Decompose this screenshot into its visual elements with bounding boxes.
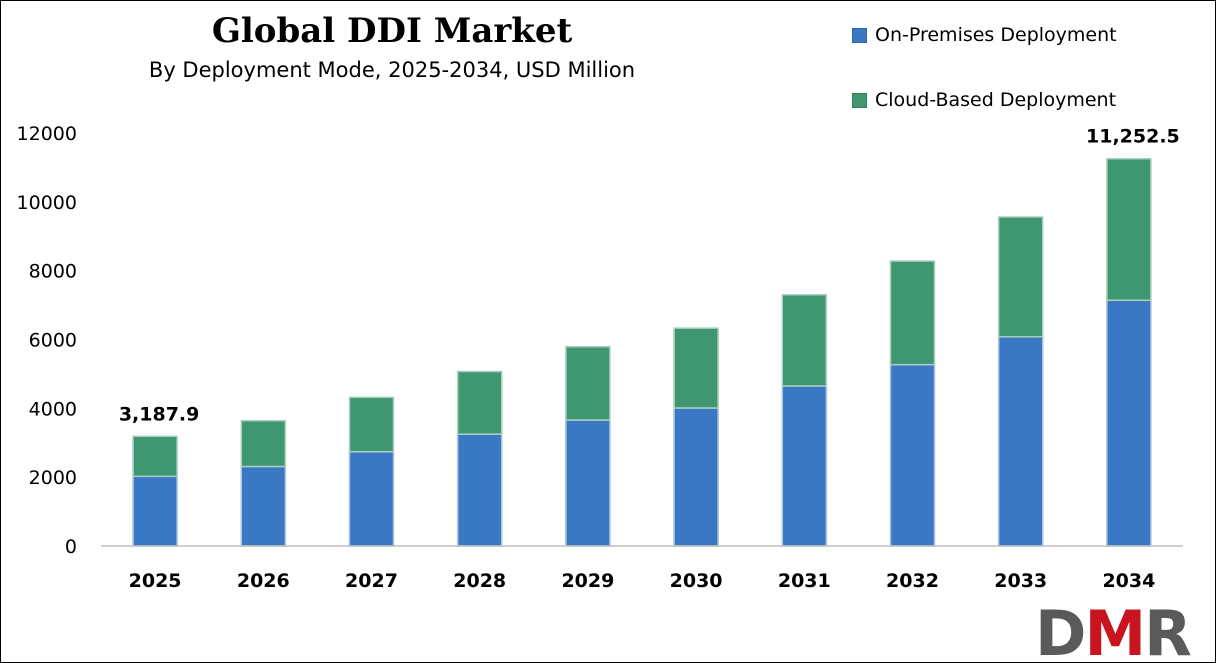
bar-segment-cloud-based <box>889 260 936 366</box>
bar-segment-cloud-based <box>348 396 395 453</box>
dmr-logo-letter: R <box>1144 599 1191 659</box>
y-tick-label: 4000 <box>29 398 77 420</box>
bar-segment-cloud-based <box>240 419 287 468</box>
x-tick-label: 2034 <box>1102 570 1155 592</box>
bar-segment-on-premises <box>889 363 936 547</box>
bar-segment-cloud-based <box>456 370 503 435</box>
legend-swatch-on-premises <box>852 27 867 43</box>
x-tick-label: 2026 <box>237 570 290 592</box>
chart-title: Global DDI Market <box>211 11 573 51</box>
y-tick-label: 8000 <box>29 261 77 283</box>
x-tick-label: 2032 <box>886 570 939 592</box>
y-tick-label: 12000 <box>17 123 77 145</box>
x-tick-label: 2028 <box>453 570 506 592</box>
bar-segment-on-premises <box>673 407 719 547</box>
dmr-logo-letter: M <box>1084 599 1144 659</box>
bar-segment-on-premises <box>348 450 395 547</box>
bar-segment-on-premises <box>565 419 611 547</box>
bar-segment-cloud-based <box>1106 157 1152 302</box>
bar-segment-cloud-based <box>781 294 828 387</box>
x-tick-label: 2033 <box>994 570 1047 592</box>
bar-segment-cloud-based <box>673 327 719 409</box>
bar-segment-cloud-based <box>565 345 611 421</box>
dmr-logo-text: DMR <box>1035 599 1191 659</box>
bar-segment-on-premises <box>132 475 178 547</box>
x-tick-label: 2030 <box>670 570 723 592</box>
bar-segment-on-premises <box>997 335 1044 547</box>
data-label: 3,187.9 <box>119 403 200 425</box>
legend-label-on-premises: On-Premises Deployment <box>875 24 1117 46</box>
y-tick-label: 6000 <box>29 330 77 352</box>
bar-segment-on-premises <box>781 385 828 547</box>
dmr-logo-letter: D <box>1035 599 1084 659</box>
legend-item-on-premises: On-Premises Deployment <box>852 24 1117 46</box>
dmr-logo: DMR <box>1035 599 1193 659</box>
bar-segment-on-premises <box>240 465 287 547</box>
legend-swatch-cloud-based <box>852 92 867 108</box>
bar-segment-on-premises <box>1106 299 1152 547</box>
x-tick-label: 2025 <box>129 570 182 592</box>
bar-segment-on-premises <box>456 433 503 547</box>
bar-segment-cloud-based <box>997 216 1044 338</box>
legend-label-cloud-based: Cloud-Based Deployment <box>875 89 1117 111</box>
x-tick-label: 2031 <box>778 570 831 592</box>
x-tick-label: 2027 <box>345 570 398 592</box>
chart-subtitle: By Deployment Mode, 2025-2034, USD Milli… <box>148 58 636 82</box>
x-tick-label: 2029 <box>561 570 614 592</box>
y-tick-label: 0 <box>65 536 77 558</box>
data-label: 11,252.5 <box>1086 126 1180 148</box>
y-tick-label: 2000 <box>29 467 77 489</box>
legend-item-cloud-based: Cloud-Based Deployment <box>852 89 1116 111</box>
y-tick-label: 10000 <box>17 192 77 214</box>
bar-segment-cloud-based <box>132 435 178 478</box>
